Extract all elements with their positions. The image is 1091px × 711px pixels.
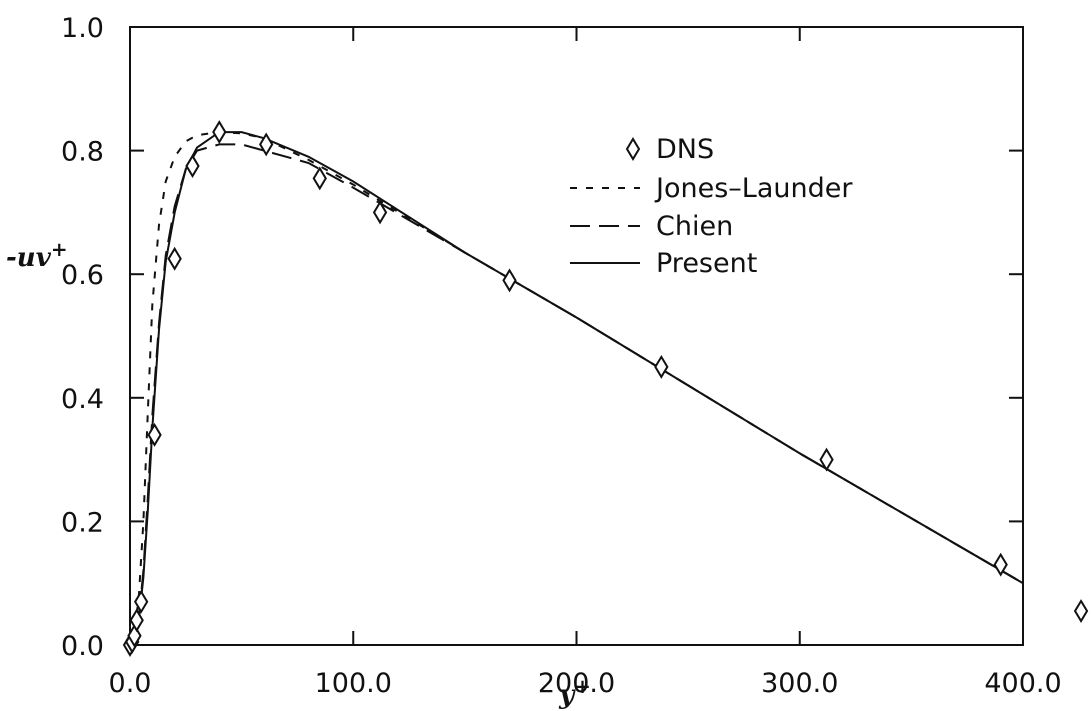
dns-marker [212, 120, 227, 145]
legend-label: DNS [656, 134, 714, 165]
x-tick-label: 0.0 [109, 668, 152, 699]
legend-swatch-dns [625, 137, 641, 161]
legend: DNS Jones–Launder Chien Present [570, 134, 853, 279]
dns-marker [185, 154, 200, 178]
legend-label: Jones–Launder [654, 173, 853, 204]
y-tick-label: 0.0 [61, 631, 104, 662]
y-tick-label: 1.0 [61, 13, 104, 44]
y-axis-title: -uv+ [6, 237, 68, 273]
dns-marker [372, 200, 388, 225]
y-tick-label: 0.2 [61, 507, 104, 538]
x-tick-label: 400.0 [984, 668, 1061, 699]
dns-marker [312, 166, 327, 191]
x-tick-label: 300.0 [761, 668, 838, 699]
x-tick-label: 200.0 [538, 668, 615, 699]
dns-marker [654, 354, 669, 379]
dns-marker [129, 608, 144, 633]
dns-marker [993, 552, 1008, 577]
dns-marker [819, 447, 834, 472]
series-line-short-dash [129, 131, 1024, 646]
y-tick-label: 0.6 [61, 260, 104, 291]
dns-marker [259, 132, 274, 157]
y-tick-label: 0.8 [61, 137, 104, 168]
y-tick-label: 0.4 [61, 384, 104, 415]
axis-ticks [129, 26, 1024, 646]
series-line-solid [129, 131, 1024, 646]
legend-label: Present [656, 248, 757, 279]
dns-marker [133, 589, 149, 614]
series-lines [129, 131, 1024, 646]
dns-marker [502, 268, 517, 293]
legend-label: Chien [656, 211, 733, 242]
dns-marker [147, 422, 162, 447]
axis-tick-labels: 0.0 100.0 200.0 300.0 400.0 0.0 0.2 0.4 0.6 0.8 1.… [61, 13, 1062, 699]
dns-marker [1073, 599, 1089, 623]
series-line-long-dash [129, 143, 1024, 646]
dns-marker [167, 246, 182, 271]
x-axis-title: y+ [558, 674, 591, 710]
plot-frame [129, 26, 1024, 646]
dns-markers [122, 120, 1089, 657]
x-tick-label: 100.0 [315, 668, 392, 699]
